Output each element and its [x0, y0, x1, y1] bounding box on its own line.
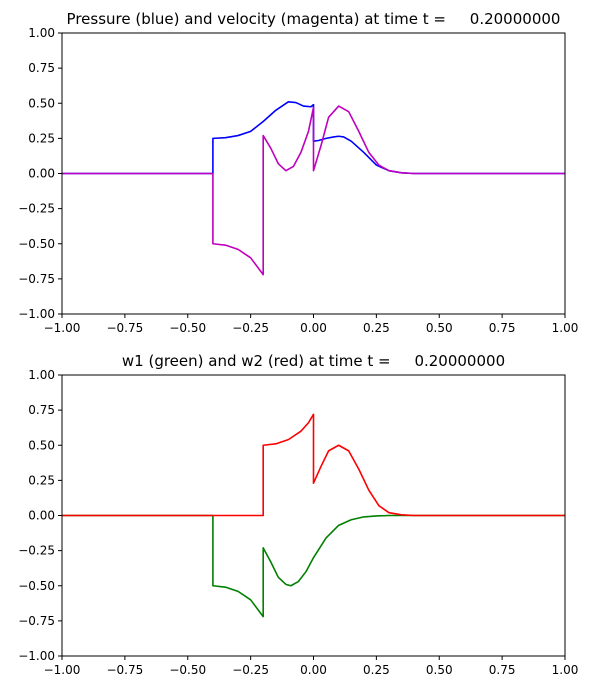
x-tick-label: 1.00 [552, 663, 579, 677]
chart-title: w1 (green) and w2 (red) at time t = 0.20… [122, 352, 505, 370]
x-tick-label: 0.00 [300, 663, 327, 677]
y-tick-label: 0.50 [28, 438, 55, 452]
x-tick-label: 1.00 [552, 321, 579, 335]
x-tick-label: 0.50 [426, 321, 453, 335]
x-tick-label: −0.75 [106, 321, 143, 335]
x-tick-label: −0.25 [232, 321, 269, 335]
x-tick-label: −1.00 [44, 663, 81, 677]
x-tick-label: −0.75 [106, 663, 143, 677]
x-tick-label: 0.50 [426, 663, 453, 677]
y-tick-label: 1.00 [28, 26, 55, 40]
y-tick-label: −0.75 [18, 272, 55, 286]
y-tick-label: 0.25 [28, 473, 55, 487]
x-tick-label: 0.75 [489, 321, 516, 335]
x-tick-label: 0.00 [300, 321, 327, 335]
y-tick-label: 0.00 [28, 509, 55, 523]
y-tick-label: 0.75 [28, 61, 55, 75]
y-tick-label: −0.25 [18, 202, 55, 216]
x-tick-label: 0.75 [489, 663, 516, 677]
chart-title: Pressure (blue) and velocity (magenta) a… [67, 10, 561, 28]
series-line-2 [62, 105, 565, 276]
y-tick-label: −1.00 [18, 307, 55, 321]
y-tick-label: 1.00 [28, 368, 55, 382]
y-tick-label: −0.75 [18, 614, 55, 628]
series-line-2 [62, 413, 565, 517]
x-tick-label: −0.25 [232, 663, 269, 677]
x-tick-label: −0.50 [169, 321, 206, 335]
y-tick-label: −0.25 [18, 544, 55, 558]
y-tick-label: 0.25 [28, 131, 55, 145]
chart-panel-2: −1.00 −0.75 −0.50 −0.25 0.00 0.25 0.50 0.75 1.00… [18, 352, 578, 677]
x-tick-label: 0.25 [363, 663, 390, 677]
y-tick-label: 0.75 [28, 403, 55, 417]
y-tick-label: 0.50 [28, 96, 55, 110]
x-tick-label: −1.00 [44, 321, 81, 335]
y-tick-label: 0.00 [28, 167, 55, 181]
x-tick-label: 0.25 [363, 321, 390, 335]
y-tick-label: −0.50 [18, 237, 55, 251]
y-tick-label: −0.50 [18, 579, 55, 593]
y-tick-label: −1.00 [18, 649, 55, 663]
series-line-1 [62, 514, 565, 618]
x-tick-label: −0.50 [169, 663, 206, 677]
chart-panel-1: −1.00 −0.75 −0.50 −0.25 0.00 0.25 0.50 0.75 1.00… [18, 10, 578, 335]
